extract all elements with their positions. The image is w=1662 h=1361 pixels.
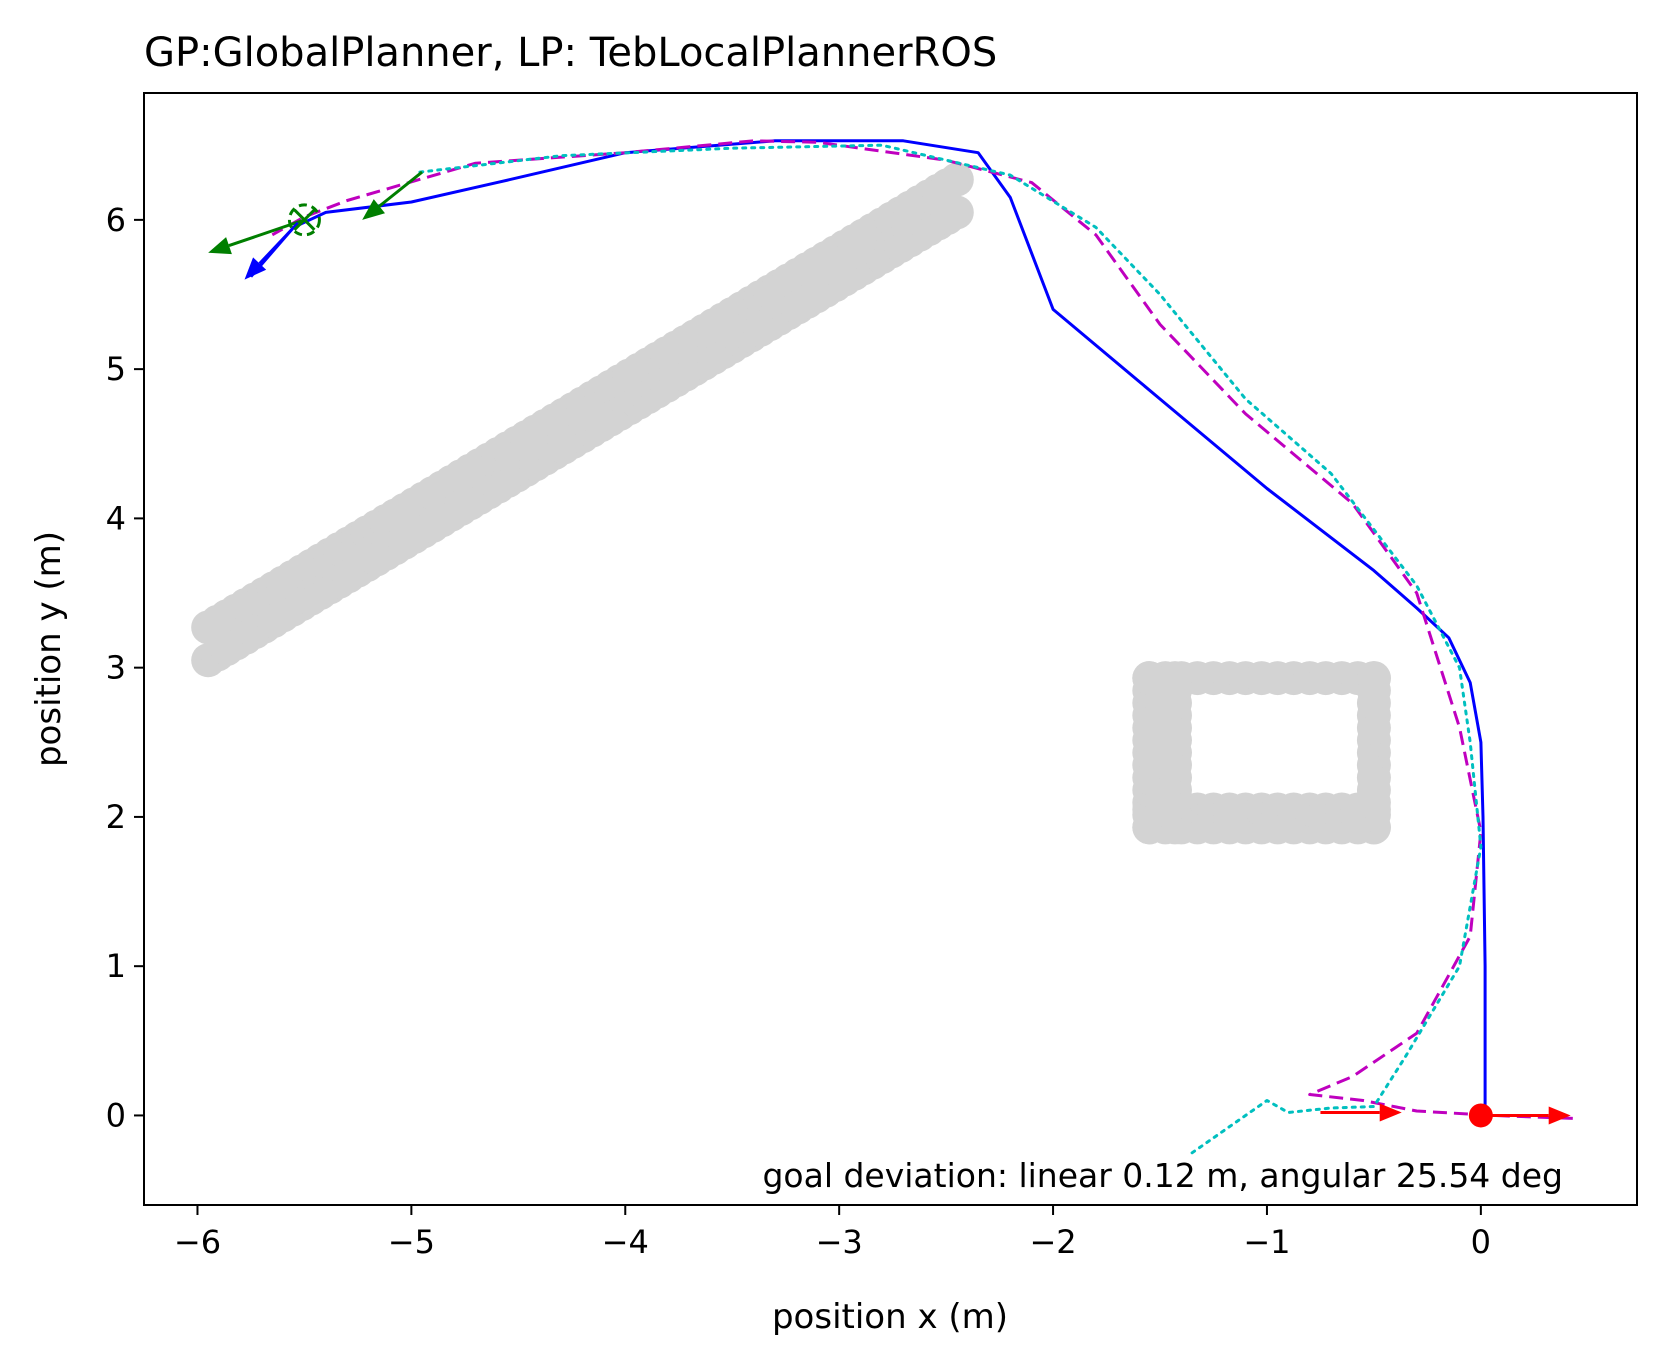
y-tick-label: 6 bbox=[106, 201, 126, 239]
pose-arrow-head bbox=[362, 199, 385, 220]
markers bbox=[287, 203, 1493, 1128]
pose-arrow-head bbox=[244, 257, 267, 280]
x-tick-label: −4 bbox=[602, 1223, 649, 1261]
pose-arrow-head bbox=[208, 237, 232, 255]
goal-marker-cross bbox=[293, 208, 316, 231]
y-axis-label: position y (m) bbox=[29, 531, 69, 767]
trajectory-line-dotted bbox=[418, 143, 1483, 1155]
obstacle-point bbox=[1132, 661, 1167, 696]
y-tick-label: 3 bbox=[106, 649, 126, 687]
x-tick-label: −2 bbox=[1029, 1223, 1076, 1261]
goal-marker bbox=[287, 203, 321, 237]
x-axis-label: position x (m) bbox=[772, 1297, 1008, 1337]
plot-frame bbox=[143, 92, 1638, 1206]
y-tick-label: 2 bbox=[106, 798, 126, 836]
pose-arrows bbox=[208, 170, 1571, 1125]
x-tick-label: −3 bbox=[816, 1223, 863, 1261]
obstacle-point bbox=[939, 162, 974, 197]
trajectory-line-dashed bbox=[271, 139, 1573, 1120]
chart-title: GP:GlobalPlanner, LP: TebLocalPlannerROS bbox=[144, 30, 997, 76]
y-tick-label: 5 bbox=[106, 350, 126, 388]
x-axis-ticks: −6 −5 −4 −3 −2 −1 0 bbox=[174, 1205, 1491, 1261]
goal-deviation-annotation: goal deviation: linear 0.12 m, angular 2… bbox=[762, 1156, 1563, 1195]
pose-arrow-shaft bbox=[228, 218, 305, 248]
obstacle-point bbox=[1356, 661, 1391, 696]
y-tick-label: 0 bbox=[106, 1096, 126, 1134]
obstacle-point bbox=[1157, 661, 1192, 696]
y-tick-label: 1 bbox=[106, 947, 126, 985]
x-tick-label: −6 bbox=[174, 1223, 221, 1261]
pose-arrow-shaft bbox=[378, 170, 424, 208]
trajectory-line-solid bbox=[249, 139, 1487, 1108]
start-marker bbox=[1468, 1103, 1493, 1128]
trajectories bbox=[249, 139, 1573, 1155]
x-tick-label: −1 bbox=[1243, 1223, 1290, 1261]
y-tick-label: 4 bbox=[106, 499, 126, 537]
x-tick-label: 0 bbox=[1471, 1223, 1491, 1261]
x-tick-label: −5 bbox=[388, 1223, 435, 1261]
pose-arrow-head bbox=[1379, 1103, 1402, 1122]
y-axis-ticks: 0 1 2 3 4 5 6 bbox=[106, 201, 144, 1134]
obstacle-point bbox=[939, 195, 974, 230]
pose-arrow-shaft bbox=[258, 221, 300, 265]
plot-area bbox=[191, 139, 1573, 1155]
pose-arrow-head bbox=[1548, 1106, 1571, 1125]
obstacles bbox=[191, 162, 1391, 845]
